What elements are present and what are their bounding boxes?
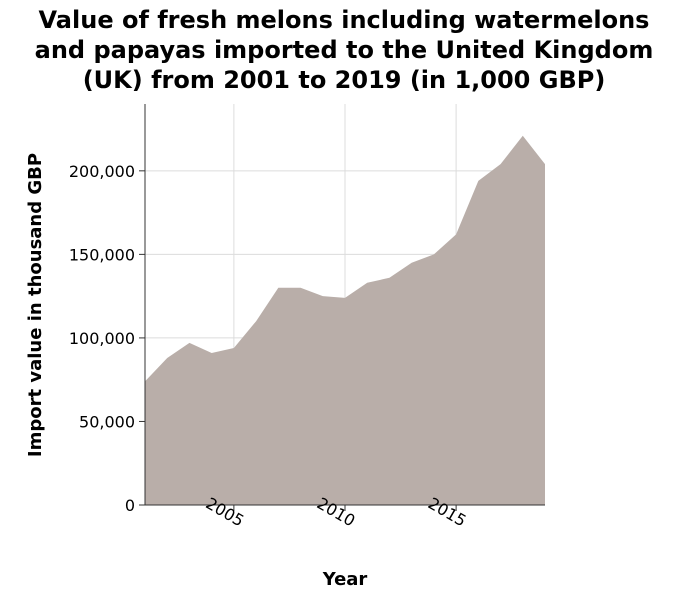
y-tick-label: 50,000: [79, 412, 135, 431]
y-tick-label: 150,000: [69, 245, 135, 264]
area-series: [145, 135, 545, 505]
chart-title-line-1: Value of fresh melons including watermel…: [39, 6, 650, 34]
chart-title-line-2: and papayas imported to the United Kingd…: [35, 36, 654, 64]
plot-area: [145, 135, 545, 505]
chart-title-line-3: (UK) from 2001 to 2019 (in 1,000 GBP): [83, 66, 606, 94]
x-axis-title: Year: [322, 569, 368, 590]
y-tick-label: 0: [125, 496, 135, 515]
y-tick-label: 100,000: [69, 329, 135, 348]
y-tick-label: 200,000: [69, 162, 135, 181]
y-axis-title: Import value in thousand GBP: [25, 153, 46, 457]
